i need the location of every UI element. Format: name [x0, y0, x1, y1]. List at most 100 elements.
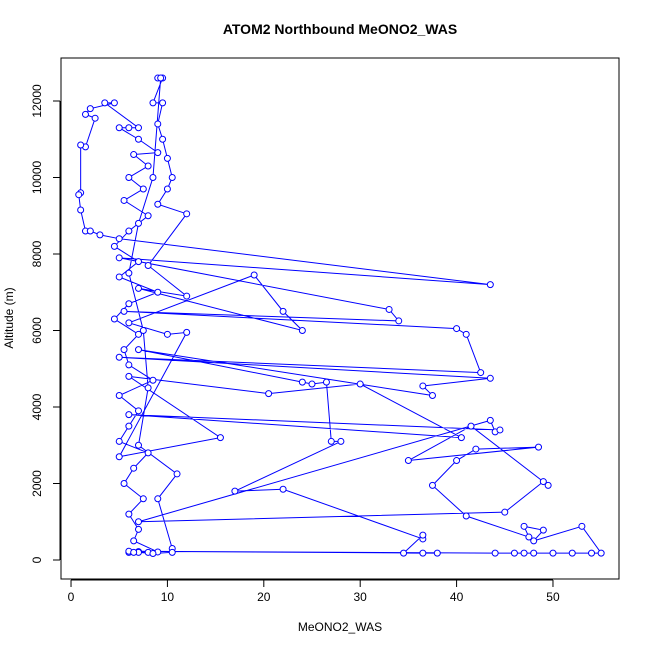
data-point — [125, 227, 133, 235]
data-point — [496, 426, 504, 434]
data-point — [544, 481, 552, 489]
x-axis-label: MeONO2_WAS — [298, 620, 382, 634]
data-point — [125, 173, 133, 181]
data-point — [134, 284, 142, 292]
data-point — [462, 330, 470, 338]
data-point — [144, 261, 152, 269]
data-point — [125, 372, 133, 380]
data-point — [462, 512, 470, 520]
data-point — [530, 537, 538, 545]
data-point — [125, 422, 133, 430]
data-point — [419, 531, 427, 539]
data-point — [144, 449, 152, 457]
data-point — [115, 254, 123, 262]
data-point — [530, 549, 538, 557]
data-point — [115, 124, 123, 132]
data-point — [96, 231, 104, 239]
data-point — [144, 212, 152, 220]
data-point — [159, 135, 167, 143]
data-point — [163, 185, 171, 193]
data-point — [356, 380, 364, 388]
data-point — [134, 525, 142, 533]
data-point — [568, 549, 576, 557]
data-point — [115, 453, 123, 461]
data-point — [125, 269, 133, 277]
data-point — [157, 74, 165, 82]
data-point — [134, 135, 142, 143]
data-point — [134, 219, 142, 227]
data-point — [120, 346, 128, 354]
data-point — [337, 437, 345, 445]
data-point — [525, 533, 533, 541]
data-point — [77, 141, 85, 149]
x-tick-label: 20 — [257, 590, 271, 604]
y-tick-label: 12000 — [30, 84, 44, 118]
data-point — [419, 382, 427, 390]
data-point — [535, 443, 543, 451]
data-point — [125, 319, 133, 327]
data-point — [183, 210, 191, 218]
data-point — [101, 99, 109, 107]
y-tick-label: 8000 — [30, 240, 44, 267]
y-tick-label: 10000 — [30, 160, 44, 194]
data-point — [110, 315, 118, 323]
data-point — [539, 478, 547, 486]
data-point — [486, 374, 494, 382]
data-point — [139, 185, 147, 193]
data-point — [588, 549, 596, 557]
data-point — [472, 445, 480, 453]
data-point — [539, 526, 547, 534]
data-point — [486, 281, 494, 289]
data-point — [159, 99, 167, 107]
data-point — [91, 114, 99, 122]
data-point — [428, 481, 436, 489]
data-point — [433, 549, 441, 557]
data-point — [134, 330, 142, 338]
data-point — [265, 390, 273, 398]
data-point — [298, 326, 306, 334]
data-point — [520, 549, 528, 557]
data-point — [279, 485, 287, 493]
data-point — [327, 437, 335, 445]
data-point — [75, 191, 83, 199]
data-point — [216, 434, 224, 442]
data-point — [163, 330, 171, 338]
data-point — [419, 549, 427, 557]
data-point — [477, 369, 485, 377]
data-point — [183, 328, 191, 336]
data-point — [467, 422, 475, 430]
data-point — [149, 173, 157, 181]
data-point — [491, 549, 499, 557]
chart-title: ATOM2 Northbound MeONO2_WAS — [223, 21, 457, 37]
data-point — [130, 548, 138, 556]
data-point — [428, 392, 436, 400]
data-point — [154, 149, 162, 157]
data-point — [115, 392, 123, 400]
data-point — [308, 380, 316, 388]
data-point — [81, 110, 89, 118]
data-point — [578, 522, 586, 530]
data-point — [510, 549, 518, 557]
data-point — [154, 120, 162, 128]
x-tick-label: 40 — [450, 590, 464, 604]
data-point — [144, 384, 152, 392]
x-tick-label: 0 — [68, 590, 75, 604]
x-tick-label: 10 — [161, 590, 175, 604]
data-point — [149, 376, 157, 384]
data-point — [134, 407, 142, 415]
data-point — [139, 495, 147, 503]
data-point — [457, 434, 465, 442]
y-tick-label: 6000 — [30, 317, 44, 344]
data-point — [173, 470, 181, 478]
data-point — [86, 105, 94, 113]
data-point — [322, 378, 330, 386]
data-point — [520, 522, 528, 530]
data-point — [486, 416, 494, 424]
y-axis-label: Altitude (m) — [2, 287, 16, 348]
data-point — [163, 154, 171, 162]
data-point — [115, 235, 123, 243]
x-tick-label: 50 — [546, 590, 560, 604]
data-point — [130, 464, 138, 472]
data-point — [501, 508, 509, 516]
